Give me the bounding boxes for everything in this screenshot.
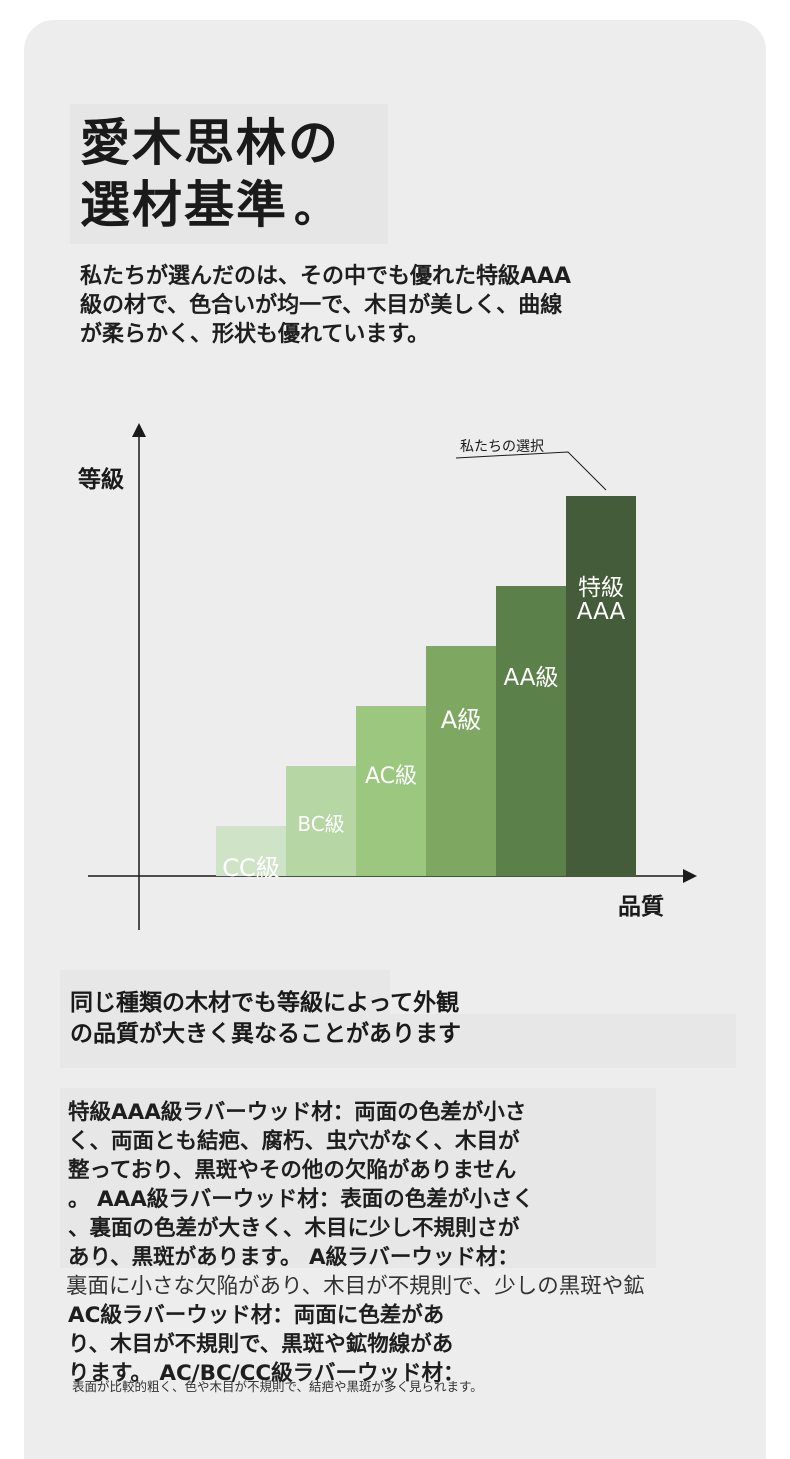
bar-6 [566,496,636,876]
grade-note-line-2: の品質が大きく異なることがあります [70,1021,461,1047]
spec-line-2: く、両面とも結疤、腐朽、虫穴がなく、木目が [68,1129,520,1154]
title-line-2: 選材基準 [80,176,288,234]
note-background [60,970,390,1068]
grade-note-text: 同じ種類の木材でも等級によって外観 の品質が大きく異なることがあります [70,988,461,1050]
spec-line-9: り、木目が不規則で、黒斑や鉱物線があ [68,1332,454,1357]
x-axis-label: 品質 [618,894,664,920]
spec-line-4: 。 AAA級ラバーウッド材：表面の色差が小さく [68,1187,534,1212]
spec-line-10: ります。 AC/BC/CC級ラバーウッド材： [68,1361,465,1386]
intro-line-1: 私たちが選んだのは、その中でも優れた特級AAA [80,264,572,289]
grade-spec-text: 特級AAA級ラバーウッド材：両面の色差が小さ く、両面とも結疤、腐朽、虫穴がなく… [66,1098,645,1388]
spec-line-5: 、裏面の色差が大きく、木目に少し不規則さが [68,1216,520,1241]
intro-line-3: が柔らかく、形状も優れています。 [80,322,430,347]
title-background [70,104,388,244]
title-line-1: 愛木思林の [80,114,340,172]
grade-chart [88,423,697,930]
callout-line [455,451,607,491]
intro-text: 私たちが選んだのは、その中でも優れた特級AAA 級の材で、色合いが均一で、木目が… [80,262,680,349]
bar-3 [356,706,426,876]
bar-label-5: AA級 [503,665,559,691]
spec-line-1: 特級AAA級ラバーウッド材：両面の色差が小さ [68,1100,527,1125]
page-title: 愛木思林の 選材基準。 [80,112,340,239]
spec-line-6: あり、黒斑があります。 A級ラバーウッド材： [68,1245,519,1270]
bar-label-2: BC級 [297,812,345,836]
spec-footnote: 表面が比較的粗く、色や木目が不規則で、結疤や黒斑が多く見られます。 [72,1379,483,1394]
bar-label-3: AC級 [364,764,418,789]
grade-note-line-1: 同じ種類の木材でも等級によって外観 [70,990,460,1016]
note-background-2 [390,1014,736,1068]
bar-label-1: CC級 [222,854,280,882]
y-axis-label: 等級 [78,467,124,493]
bar-label-4: A級 [440,706,482,734]
intro-line-2: 級の材で、色合いが均一で、木目が美しく、曲線 [80,293,563,318]
title-dot: 。 [294,183,339,232]
grade-note: 同じ種類の木材でも等級によって外観 の品質が大きく異なることがあります [60,970,736,1068]
bar-label-6: 特級 AAA [576,575,626,625]
spec-line-8: AC級ラバーウッド材：両面に色差があ [68,1303,445,1328]
bar-1 [216,826,286,876]
spec-line-3: 整っており、黒斑やその他の欠陥がありません [68,1158,517,1183]
spec-line-7: 裏面に小さな欠陥があり、木目が不規則で、少しの黒斑や鉱 [66,1274,645,1299]
callout-label: 私たちの選択 [460,439,544,455]
bar-5 [496,586,566,876]
bar-2 [286,766,356,876]
bar-4 [426,646,496,876]
spec-background [60,1088,656,1268]
